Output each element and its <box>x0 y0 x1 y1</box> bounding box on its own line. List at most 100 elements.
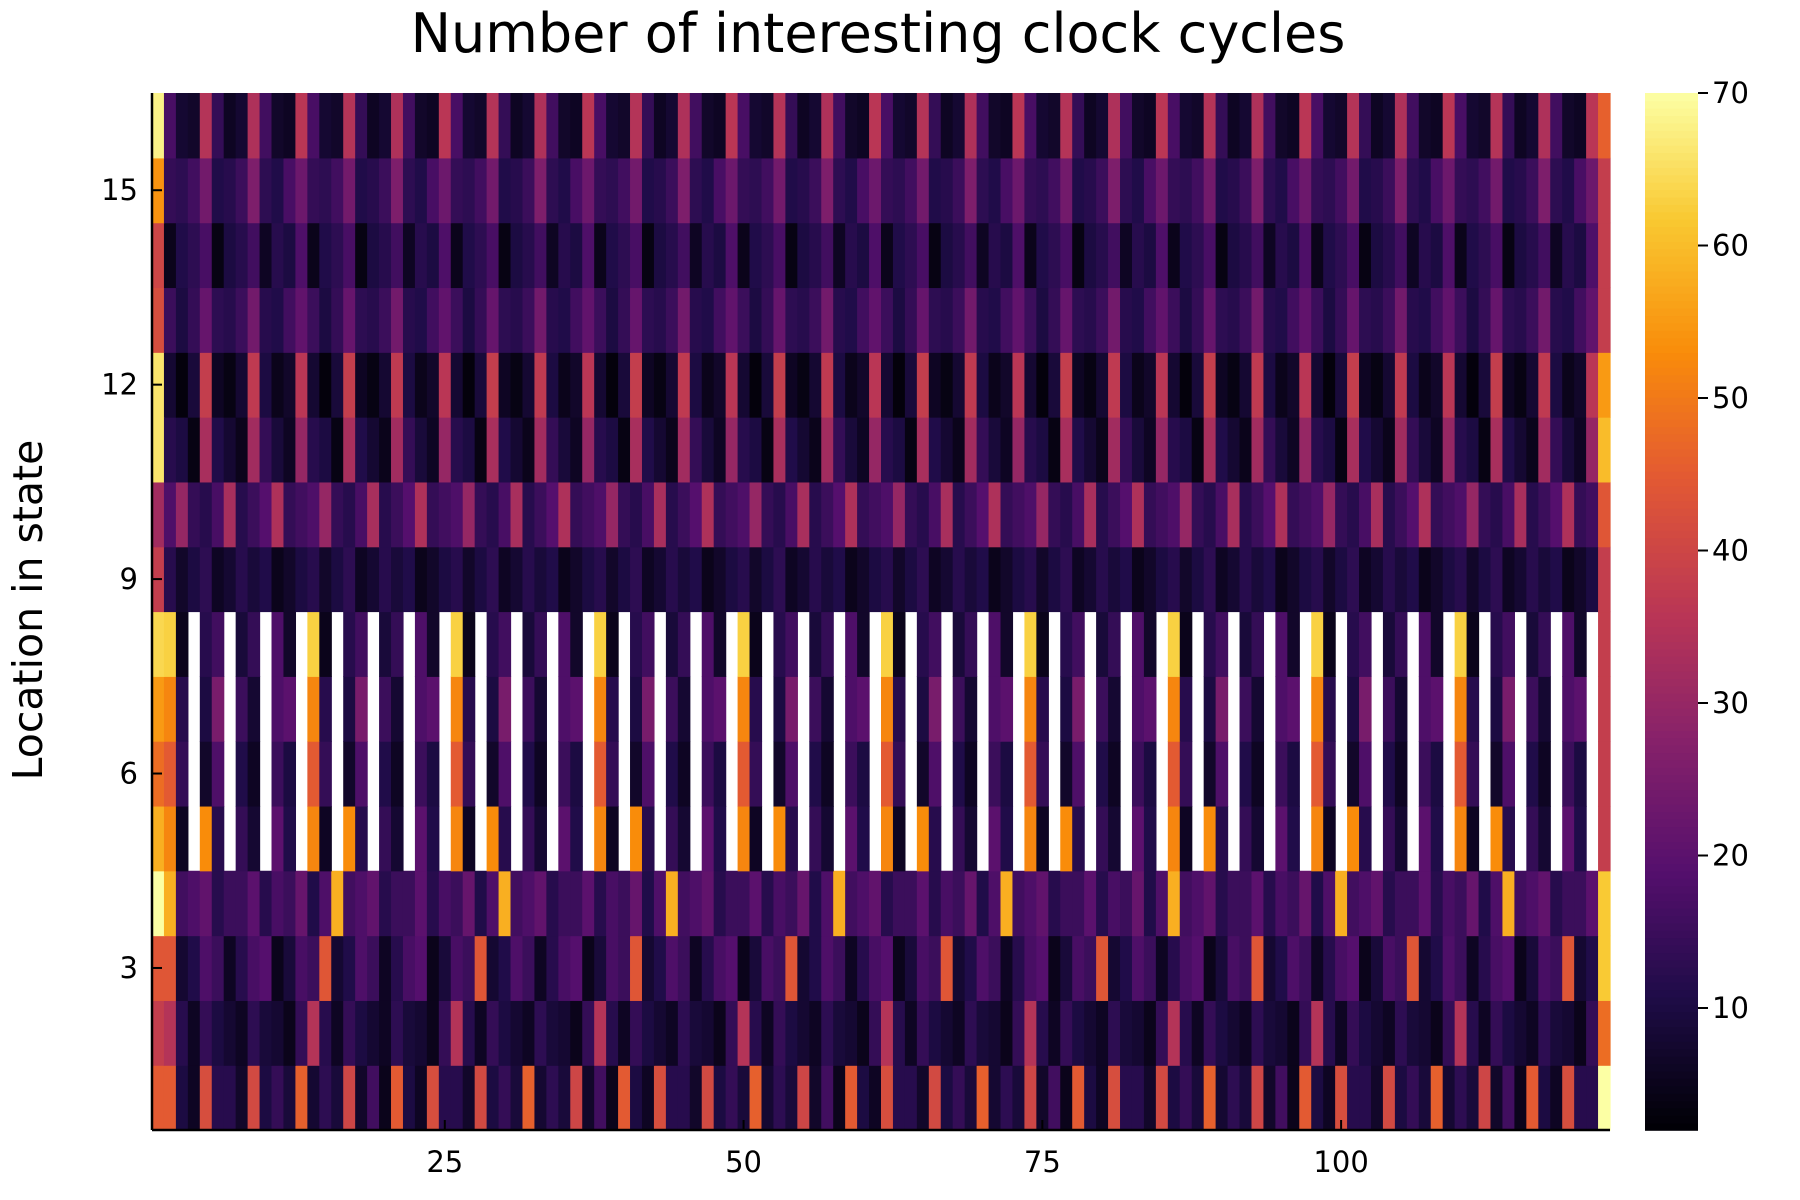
heatmap-cell <box>749 1000 763 1066</box>
heatmap-cell <box>1418 676 1432 742</box>
heatmap-cell <box>1347 287 1360 353</box>
heatmap-cell <box>1418 870 1432 937</box>
colorbar-segment <box>1645 959 1698 968</box>
heatmap-cell <box>486 611 500 677</box>
heatmap-cell <box>749 1065 763 1131</box>
heatmap-cell <box>271 935 285 1001</box>
heatmap-cell <box>1502 481 1515 548</box>
heatmap-cell <box>534 1065 547 1131</box>
heatmap-cell <box>606 1000 619 1066</box>
heatmap-cell <box>1490 1000 1504 1066</box>
heatmap-cell <box>534 546 547 613</box>
heatmap-cell <box>367 481 380 548</box>
heatmap-cell <box>498 222 512 289</box>
heatmap-cell <box>546 1065 559 1131</box>
heatmap-cell <box>1239 805 1253 872</box>
heatmap-cell <box>725 481 739 548</box>
heatmap-cell <box>653 157 667 224</box>
heatmap-cell <box>773 805 786 872</box>
heatmap-cell <box>1478 157 1492 224</box>
colorbar-segment <box>1645 707 1698 716</box>
heatmap-cell <box>1454 741 1468 807</box>
heatmap-cell <box>976 352 990 418</box>
heatmap-cell <box>1287 1065 1300 1131</box>
heatmap-cell <box>1514 1000 1527 1066</box>
heatmap-cell <box>438 222 452 289</box>
heatmap-cell <box>259 1065 273 1131</box>
heatmap-cell <box>235 1000 249 1066</box>
heatmap-cell <box>1323 676 1336 742</box>
heatmap-cell <box>976 157 990 224</box>
heatmap-cell <box>1251 805 1265 872</box>
heatmap-cell <box>152 287 165 353</box>
heatmap-cell <box>833 222 846 289</box>
heatmap-cell <box>570 287 583 353</box>
heatmap-cell <box>916 741 930 807</box>
heatmap-cell <box>498 676 512 742</box>
heatmap-cell <box>1430 741 1444 807</box>
heatmap-cell <box>187 287 201 353</box>
colorbar-segment <box>1645 855 1698 865</box>
heatmap-cell <box>1036 546 1049 613</box>
heatmap-cell <box>379 611 392 677</box>
heatmap-cell <box>1382 287 1396 353</box>
heatmap-cell <box>630 935 643 1001</box>
heatmap-cell <box>1203 93 1217 159</box>
colorbar-segment <box>1645 337 1698 346</box>
heatmap-cell <box>749 222 763 289</box>
heatmap-cell <box>1096 611 1109 677</box>
heatmap-cell <box>737 157 751 224</box>
heatmap-cell <box>1347 417 1360 483</box>
heatmap-cell <box>1048 870 1061 937</box>
heatmap-cell <box>689 546 703 613</box>
colorbar-segment <box>1645 892 1698 902</box>
heatmap-cell <box>414 546 428 613</box>
heatmap-cell <box>1586 287 1599 353</box>
heatmap-cell <box>1275 611 1288 677</box>
heatmap-cell <box>630 676 643 742</box>
heatmap-cell <box>845 546 858 613</box>
heatmap-cell <box>809 676 822 742</box>
heatmap-cell <box>307 1000 320 1066</box>
heatmap-cell <box>1299 287 1312 353</box>
colorbar-segment <box>1645 248 1698 257</box>
heatmap-cell <box>498 1000 512 1066</box>
heatmap-cell <box>1562 1000 1575 1066</box>
heatmap-cell <box>438 1000 452 1066</box>
heatmap-cell <box>904 1000 918 1066</box>
heatmap-cell <box>725 222 739 289</box>
heatmap-cell <box>379 1065 392 1131</box>
heatmap-cell <box>1096 1000 1109 1066</box>
colorbar-segment <box>1645 796 1698 805</box>
heatmap-cell <box>1586 352 1599 418</box>
heatmap-cell <box>1442 157 1456 224</box>
heatmap-cell <box>1251 546 1265 613</box>
heatmap-cell <box>1454 1065 1468 1131</box>
heatmap-cell <box>641 870 655 937</box>
heatmap-cell <box>199 481 213 548</box>
heatmap-cell <box>1084 546 1097 613</box>
heatmap-cell <box>211 935 225 1001</box>
heatmap-cell <box>235 481 249 548</box>
heatmap-cell <box>630 481 643 548</box>
heatmap-cell <box>1550 222 1563 289</box>
heatmap-cell <box>725 93 739 159</box>
colorbar-segment <box>1645 463 1698 472</box>
heatmap-cell <box>1347 546 1360 613</box>
heatmap-cell <box>462 676 476 742</box>
heatmap-cell <box>1143 805 1157 872</box>
heatmap-cell <box>379 287 392 353</box>
heatmap-cell <box>199 1000 213 1066</box>
heatmap-cell <box>594 611 607 677</box>
heatmap-cell <box>1167 157 1181 224</box>
heatmap-cell <box>1012 157 1026 224</box>
heatmap-cell <box>653 1000 667 1066</box>
heatmap-cell <box>630 546 643 613</box>
heatmap-cell <box>964 805 978 872</box>
heatmap-cell <box>1562 741 1575 807</box>
heatmap-cell <box>1418 741 1432 807</box>
heatmap-cell <box>355 481 368 548</box>
heatmap-cell <box>821 287 834 353</box>
heatmap-cell <box>1311 481 1324 548</box>
colorbar-segment <box>1645 492 1698 502</box>
